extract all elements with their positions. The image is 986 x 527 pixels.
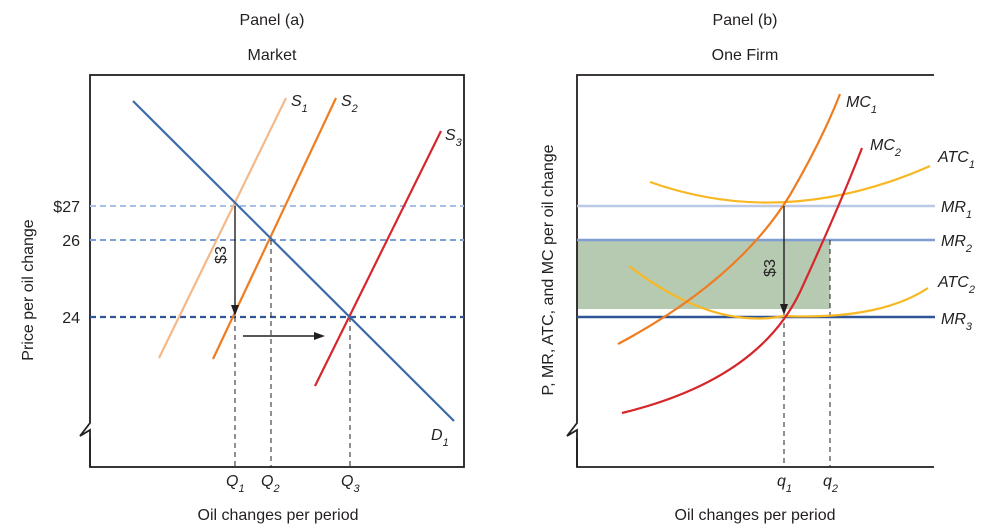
panel-a-y-axis-title: Price per oil change xyxy=(20,219,37,361)
label-q1-small: q1 xyxy=(777,473,792,495)
panel-b-y-axis-title: P, MR, ATC, and MC per oil change xyxy=(540,144,557,395)
label-atc2: ATC2 xyxy=(937,274,975,296)
panel-a-subheading: Market xyxy=(248,47,297,64)
atc1-curve xyxy=(649,164,931,204)
panel-b-axis-break xyxy=(566,410,578,467)
panel-a-axis-break xyxy=(79,410,91,467)
label-s3: S3 xyxy=(445,127,463,149)
panel-b: Panel (b) One Firm P, MR, ATC, and MC pe… xyxy=(540,12,975,524)
panel-a: Panel (a) Market Price per oil change $2… xyxy=(20,12,465,524)
panel-b-x-axis-title: Oil changes per period xyxy=(675,507,836,524)
panel-b-price-drop-label: $3 xyxy=(762,259,779,277)
firm-price-drop-arrowhead xyxy=(780,304,788,315)
panel-a-price-drop-label: $3 xyxy=(213,246,230,264)
price-tick-24: 24 xyxy=(62,310,80,327)
label-mc2: MC2 xyxy=(870,137,901,159)
atc2-curve xyxy=(628,265,929,320)
price-drop-arrowhead xyxy=(231,305,239,316)
panel-a-frame xyxy=(89,74,465,468)
supply-curve-s3 xyxy=(314,130,442,387)
profit-area xyxy=(577,240,830,309)
label-q3: Q3 xyxy=(341,473,360,495)
mc2-curve xyxy=(621,147,864,415)
label-s2: S2 xyxy=(341,93,358,115)
label-q2-small: q2 xyxy=(823,473,838,495)
label-atc1: ATC1 xyxy=(937,149,975,171)
panel-a-x-axis-title: Oil changes per period xyxy=(198,507,359,524)
label-q2: Q2 xyxy=(261,473,280,495)
panel-b-heading: Panel (b) xyxy=(713,12,778,29)
price-tick-27: $27 xyxy=(53,199,80,216)
panel-b-frame xyxy=(576,74,934,468)
label-mr2: MR2 xyxy=(941,233,972,255)
label-q1: Q1 xyxy=(226,473,245,495)
mc1-curve xyxy=(617,93,842,345)
price-tick-26: 26 xyxy=(62,233,80,250)
label-mc1: MC1 xyxy=(846,94,877,116)
demand-curve-d1 xyxy=(132,100,455,422)
quantity-shift-arrowhead xyxy=(314,332,325,340)
label-d1: D1 xyxy=(431,427,449,449)
supply-curve-s2 xyxy=(212,97,337,360)
supply-curve-s1 xyxy=(158,97,287,359)
label-mr3: MR3 xyxy=(941,311,973,333)
label-s1: S1 xyxy=(291,93,308,115)
panel-b-subheading: One Firm xyxy=(712,47,779,64)
label-mr1: MR1 xyxy=(941,199,972,221)
panel-a-heading: Panel (a) xyxy=(240,12,305,29)
